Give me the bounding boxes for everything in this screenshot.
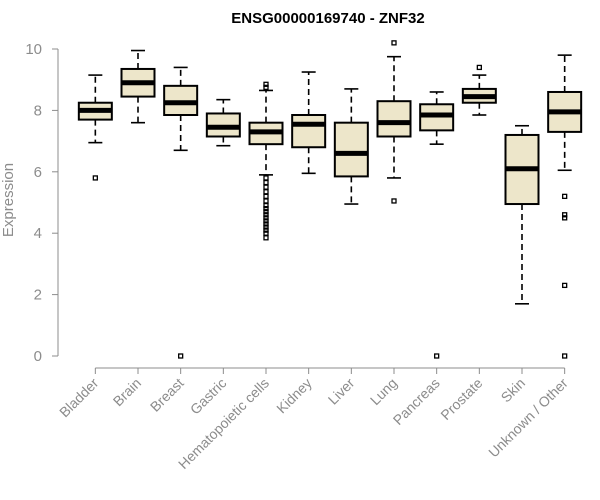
box-liver — [333, 88, 369, 205]
outlier-point — [263, 205, 269, 212]
box-brain — [120, 49, 156, 124]
box-lung — [376, 40, 412, 204]
y-tick-label: 0 — [34, 348, 42, 365]
box-body — [291, 114, 327, 149]
outlier-point — [434, 353, 440, 359]
x-tick-label: Skin — [498, 375, 529, 406]
box-hematopoietic-cells — [248, 81, 284, 241]
box-unknown-other — [547, 54, 583, 359]
outlier-point — [263, 81, 269, 87]
outlier-point — [263, 224, 269, 230]
y-tick-label: 10 — [25, 41, 42, 58]
x-tick-label: Pancreas — [390, 375, 443, 428]
outlier-point — [263, 215, 269, 221]
outlier-point — [263, 227, 269, 233]
outlier-point — [562, 193, 568, 200]
box-breast — [163, 66, 199, 359]
outlier-point — [263, 84, 269, 91]
box-pancreas — [419, 91, 455, 359]
outlier-point — [263, 193, 269, 200]
y-axis-label: Expression — [0, 163, 17, 237]
x-tick-label: Prostate — [437, 375, 485, 423]
box-bladder — [77, 74, 113, 181]
outlier-point — [562, 282, 568, 289]
y-tick-label: 8 — [34, 102, 42, 119]
outlier-point — [263, 209, 269, 215]
outlier-point — [263, 175, 269, 181]
box-kidney — [291, 71, 327, 175]
box-skin — [504, 124, 540, 305]
outlier-point — [391, 198, 397, 204]
outlier-point — [263, 212, 269, 218]
boxes-group — [77, 40, 583, 359]
x-tick-label: Lung — [367, 375, 400, 408]
x-tick-label: Kidney — [273, 375, 315, 417]
x-tick-label: Brain — [110, 375, 144, 409]
x-tick-label: Unknown / Other — [485, 375, 571, 461]
outlier-point — [178, 353, 184, 359]
x-tick-label: Gastric — [187, 375, 230, 418]
y-tick-label: 6 — [34, 164, 42, 181]
outlier-point — [263, 198, 269, 204]
outlier-point — [263, 221, 269, 227]
outlier-point — [263, 179, 269, 186]
outlier-point — [263, 202, 269, 209]
box-prostate — [461, 64, 497, 116]
box-body — [376, 100, 412, 138]
outlier-point — [263, 218, 269, 224]
outlier-point — [562, 353, 568, 359]
outlier-point — [92, 175, 98, 181]
y-tick-label: 4 — [34, 225, 42, 242]
x-tick-label: Breast — [147, 375, 187, 415]
outlier-point — [263, 184, 269, 190]
outlier-point — [391, 40, 397, 46]
y-tick-label: 2 — [34, 287, 42, 304]
outlier-point — [476, 64, 482, 71]
x-tick-label: Bladder — [56, 375, 102, 421]
outlier-point — [263, 230, 269, 236]
box-gastric — [205, 98, 241, 147]
outlier-point — [562, 212, 568, 218]
box-body — [333, 121, 369, 178]
chart-title: ENSG00000169740 - ZNF32 — [231, 10, 424, 27]
outlier-point — [263, 189, 269, 195]
outlier-point — [263, 235, 269, 241]
x-tick-label: Liver — [325, 375, 358, 408]
y-axis: 0 2 4 6 8 10 — [25, 41, 59, 365]
outlier-point — [562, 215, 568, 221]
